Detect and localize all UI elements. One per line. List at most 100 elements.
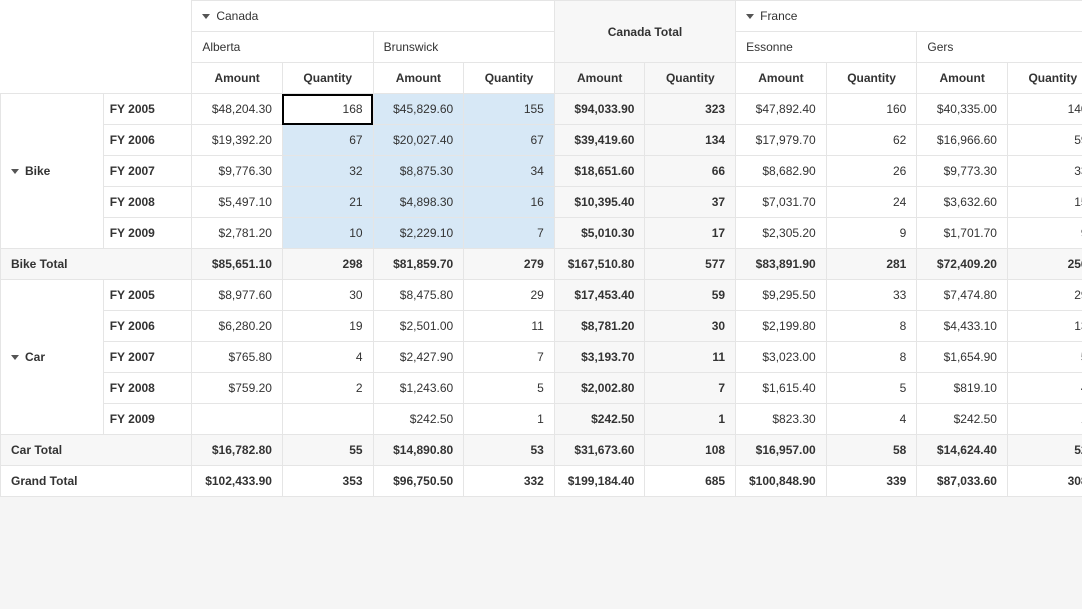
cell-qty[interactable]: 1 (645, 404, 736, 435)
cell-qty[interactable]: 7 (464, 218, 555, 249)
cell-amount[interactable]: $1,243.60 (373, 373, 464, 404)
pivot-grid[interactable]: Canada Canada Total France Alberta Bruns… (0, 0, 1082, 497)
cell-qty[interactable]: 52 (1007, 435, 1082, 466)
col-header-essonne[interactable]: Essonne (736, 32, 917, 63)
cell-amount[interactable]: $17,979.70 (736, 125, 827, 156)
cell-amount[interactable]: $242.50 (373, 404, 464, 435)
cell-amount[interactable] (192, 404, 283, 435)
cell-qty[interactable]: 24 (826, 187, 917, 218)
cell-amount[interactable]: $48,204.30 (192, 94, 283, 125)
measure-amount[interactable]: Amount (736, 63, 827, 94)
cell-amount[interactable]: $2,229.10 (373, 218, 464, 249)
row-header-year[interactable]: FY 2008 (103, 373, 192, 404)
cell-amount[interactable]: $8,781.20 (554, 311, 645, 342)
cell-amount[interactable]: $2,199.80 (736, 311, 827, 342)
cell-amount[interactable]: $8,682.90 (736, 156, 827, 187)
cell-amount[interactable]: $96,750.50 (373, 466, 464, 497)
cell-amount[interactable]: $2,305.20 (736, 218, 827, 249)
row-header-bike[interactable]: Bike (1, 94, 104, 249)
cell-qty[interactable]: 30 (645, 311, 736, 342)
cell-amount[interactable]: $94,033.90 (554, 94, 645, 125)
cell-amount[interactable]: $242.50 (554, 404, 645, 435)
col-header-canada-total[interactable]: Canada Total (554, 1, 735, 63)
cell-qty[interactable]: 2 (282, 373, 373, 404)
cell-qty[interactable]: 16 (464, 187, 555, 218)
cell-qty[interactable]: 33 (826, 280, 917, 311)
row-header-car[interactable]: Car (1, 280, 104, 435)
cell-amount[interactable]: $8,475.80 (373, 280, 464, 311)
cell-amount[interactable]: $2,002.80 (554, 373, 645, 404)
cell-qty[interactable]: 353 (282, 466, 373, 497)
cell-amount[interactable]: $2,501.00 (373, 311, 464, 342)
cell-amount[interactable]: $7,474.80 (917, 280, 1008, 311)
cell-qty[interactable]: 59 (645, 280, 736, 311)
cell-qty[interactable]: 33 (1007, 156, 1082, 187)
cell-qty[interactable]: 34 (464, 156, 555, 187)
cell-amount[interactable]: $16,966.60 (917, 125, 1008, 156)
cell-amount[interactable]: $85,651.10 (192, 249, 283, 280)
measure-amount[interactable]: Amount (917, 63, 1008, 94)
cell-qty[interactable]: 26 (826, 156, 917, 187)
cell-qty[interactable]: 140 (1007, 94, 1082, 125)
cell-qty[interactable]: 1 (464, 404, 555, 435)
cell-amount[interactable]: $3,023.00 (736, 342, 827, 373)
cell-qty[interactable]: 9 (1007, 218, 1082, 249)
cell-amount[interactable]: $4,898.30 (373, 187, 464, 218)
cell-amount[interactable]: $102,433.90 (192, 466, 283, 497)
cell-amount[interactable]: $8,875.30 (373, 156, 464, 187)
cell-amount[interactable]: $100,848.90 (736, 466, 827, 497)
col-header-canada[interactable]: Canada (192, 1, 555, 32)
measure-quantity[interactable]: Quantity (282, 63, 373, 94)
cell-amount[interactable]: $19,392.20 (192, 125, 283, 156)
cell-qty[interactable]: 53 (464, 435, 555, 466)
cell-qty[interactable]: 30 (282, 280, 373, 311)
cell-qty[interactable]: 67 (464, 125, 555, 156)
cell-amount[interactable]: $2,781.20 (192, 218, 283, 249)
cell-qty[interactable]: 32 (282, 156, 373, 187)
measure-quantity[interactable]: Quantity (464, 63, 555, 94)
cell-amount[interactable]: $18,651.60 (554, 156, 645, 187)
cell-amount[interactable]: $45,829.60 (373, 94, 464, 125)
cell-amount[interactable]: $5,497.10 (192, 187, 283, 218)
cell-qty[interactable]: 308 (1007, 466, 1082, 497)
cell-amount[interactable]: $9,773.30 (917, 156, 1008, 187)
cell-qty[interactable]: 9 (826, 218, 917, 249)
row-header-year[interactable]: FY 2007 (103, 156, 192, 187)
cell-qty[interactable]: 21 (282, 187, 373, 218)
cell-amount[interactable]: $72,409.20 (917, 249, 1008, 280)
cell-amount[interactable]: $47,892.40 (736, 94, 827, 125)
measure-quantity[interactable]: Quantity (1007, 63, 1082, 94)
cell-qty[interactable]: 298 (282, 249, 373, 280)
measure-amount[interactable]: Amount (554, 63, 645, 94)
cell-amount[interactable]: $7,031.70 (736, 187, 827, 218)
cell-amount[interactable]: $823.30 (736, 404, 827, 435)
cell-amount[interactable]: $167,510.80 (554, 249, 645, 280)
cell-qty[interactable]: 5 (464, 373, 555, 404)
cell-qty[interactable]: 5 (1007, 342, 1082, 373)
cell-qty[interactable]: 155 (464, 94, 555, 125)
subtotal-label[interactable]: Car Total (1, 435, 192, 466)
cell-amount[interactable]: $3,193.70 (554, 342, 645, 373)
cell-amount[interactable]: $83,891.90 (736, 249, 827, 280)
row-header-year[interactable]: FY 2009 (103, 218, 192, 249)
cell-amount[interactable]: $242.50 (917, 404, 1008, 435)
cell-qty[interactable]: 29 (464, 280, 555, 311)
cell-qty[interactable]: 160 (826, 94, 917, 125)
cell-qty[interactable]: 1 (1007, 404, 1082, 435)
cell-qty[interactable] (282, 404, 373, 435)
cell-qty[interactable]: 281 (826, 249, 917, 280)
cell-amount[interactable]: $40,335.00 (917, 94, 1008, 125)
cell-amount[interactable]: $765.80 (192, 342, 283, 373)
row-header-year[interactable]: FY 2005 (103, 280, 192, 311)
grand-total-label[interactable]: Grand Total (1, 466, 192, 497)
cell-amount[interactable]: $819.10 (917, 373, 1008, 404)
cell-amount[interactable]: $9,295.50 (736, 280, 827, 311)
cell-qty[interactable]: 4 (826, 404, 917, 435)
cell-amount[interactable]: $17,453.40 (554, 280, 645, 311)
cell-qty[interactable]: 10 (282, 218, 373, 249)
cell-qty[interactable]: 59 (1007, 125, 1082, 156)
cell-qty[interactable]: 17 (645, 218, 736, 249)
cell-qty[interactable]: 29 (1007, 280, 1082, 311)
cell-amount[interactable]: $1,654.90 (917, 342, 1008, 373)
cell-amount[interactable]: $5,010.30 (554, 218, 645, 249)
